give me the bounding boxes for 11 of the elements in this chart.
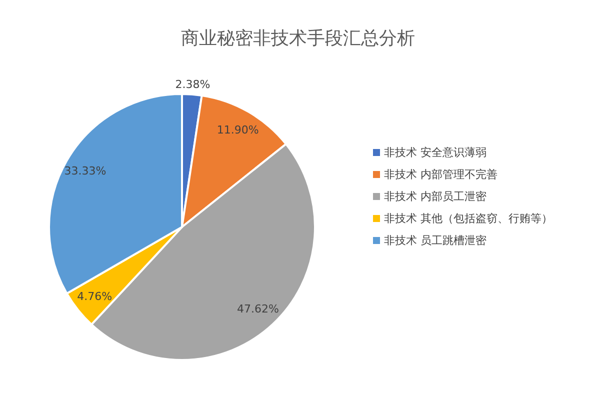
data-label: 47.62% xyxy=(237,302,279,316)
data-label: 4.76% xyxy=(77,290,112,304)
data-label: 11.90% xyxy=(216,124,259,137)
legend-label: 非技术 安全意识薄弱 xyxy=(384,146,486,158)
data-label: 2.38% xyxy=(175,78,210,91)
legend-label: 非技术 内部员工泄密 xyxy=(384,190,486,202)
legend-label: 非技术 内部管理不完善 xyxy=(384,168,498,180)
chart-title: 商业秘密非技术手段汇总分析 xyxy=(180,27,416,50)
data-label: 33.33% xyxy=(64,164,106,178)
legend-label: 非技术 员工跳槽泄密 xyxy=(384,234,486,246)
legend-label: 非技术 其他（包括盗窃、行贿等） xyxy=(384,212,552,224)
